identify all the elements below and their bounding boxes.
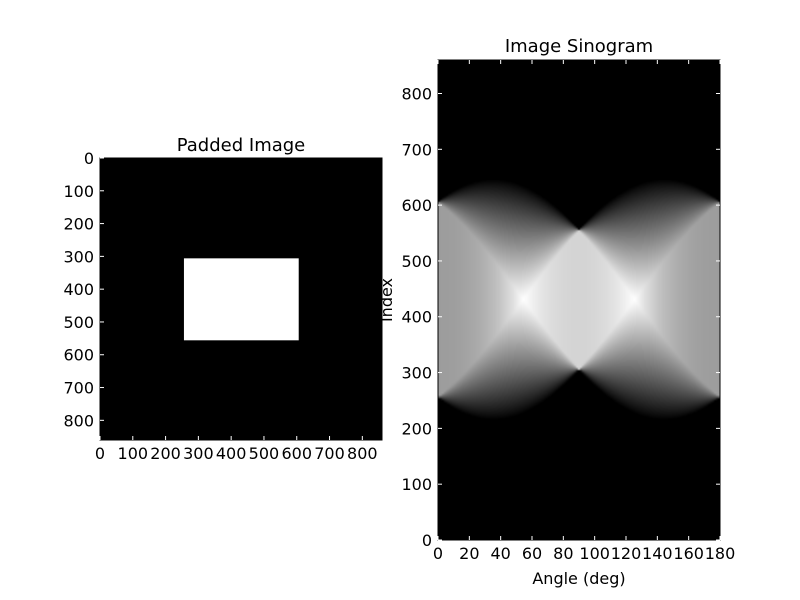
x-tick-label: 20 xyxy=(459,544,479,563)
x-tick-label: 0 xyxy=(433,544,443,563)
y-tick-label: 700 xyxy=(63,379,94,398)
y-tick-label: 300 xyxy=(63,247,94,266)
x-tick-label: 800 xyxy=(347,444,378,463)
x-tick-label: 400 xyxy=(216,444,247,463)
y-tick-label: 800 xyxy=(63,411,94,430)
padded-image-title: Padded Image xyxy=(177,135,306,156)
y-tick-label: 600 xyxy=(63,346,94,365)
y-tick-label: 600 xyxy=(401,196,432,215)
x-tick-label: 140 xyxy=(642,544,673,563)
x-tick-label: 0 xyxy=(95,444,105,463)
x-tick-label: 500 xyxy=(249,444,280,463)
y-tick-label: 400 xyxy=(401,308,432,327)
x-tick-label: 300 xyxy=(183,444,214,463)
x-tick-label: 200 xyxy=(150,444,181,463)
padded-image-frame xyxy=(99,157,383,441)
y-tick-label: 100 xyxy=(63,182,94,201)
y-tick-label: 300 xyxy=(401,364,432,383)
x-tick-label: 40 xyxy=(490,544,510,563)
y-tick-label: 200 xyxy=(401,419,432,438)
y-tick-label: 0 xyxy=(84,149,94,168)
x-tick-label: 600 xyxy=(281,444,312,463)
x-tick-label: 100 xyxy=(579,544,610,563)
padded-image-panel: Padded Image 0 100 200 300 400 500 600 700 80001… xyxy=(63,135,383,463)
x-tick-label: 160 xyxy=(673,544,704,563)
padded-image-ticks: 0 100 200 300 400 500 600 700 800010020030040050… xyxy=(63,149,377,463)
x-tick-label: 100 xyxy=(118,444,149,463)
y-tick-label: 200 xyxy=(63,215,94,234)
x-tick-label: 80 xyxy=(553,544,573,563)
x-tick-label: 700 xyxy=(314,444,345,463)
x-tick-label: 120 xyxy=(611,544,642,563)
y-tick-label: 800 xyxy=(401,84,432,103)
sinogram-xlabel: Angle (deg) xyxy=(532,569,625,588)
padded-image-object xyxy=(183,258,299,341)
sinogram-ticks: 0 20 40 60 80 100 120 140 160 1800100200300400500… xyxy=(401,60,735,563)
x-tick-label: 60 xyxy=(522,544,542,563)
y-tick-label: 500 xyxy=(63,313,94,332)
sinogram-frame xyxy=(437,59,721,541)
y-tick-label: 700 xyxy=(401,140,432,159)
y-tick-label: 400 xyxy=(63,280,94,299)
y-tick-label: 500 xyxy=(401,252,432,271)
sinogram-title: Image Sinogram xyxy=(505,36,653,57)
y-tick-label: 100 xyxy=(401,475,432,494)
sinogram-ylabel: Index xyxy=(377,278,396,322)
sinogram-image xyxy=(438,60,720,540)
y-tick-label: 0 xyxy=(422,531,432,550)
sinogram-panel: Image Sinogram 0 20 40 60 80 100 120 140 160 1800… xyxy=(377,36,735,588)
x-tick-label: 180 xyxy=(705,544,736,563)
